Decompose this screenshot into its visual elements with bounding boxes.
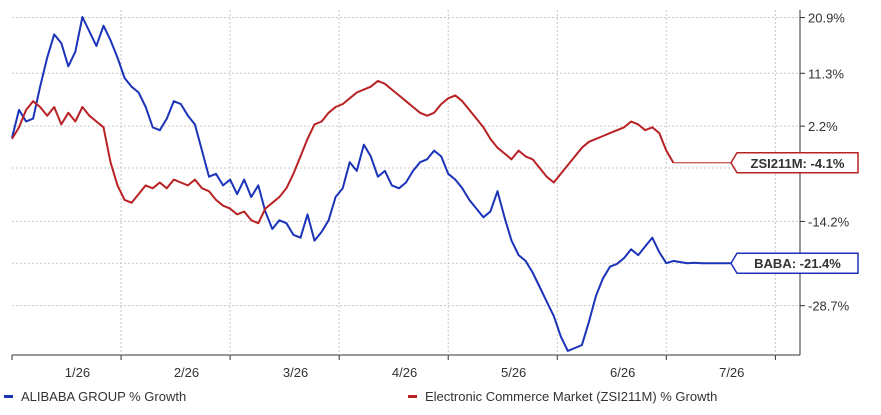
- y-tick-label: 20.9%: [808, 11, 845, 26]
- series-line-1: [11, 79, 675, 225]
- y-tick-label: 2.2%: [808, 119, 838, 134]
- x-tick-label: 6/26: [610, 365, 635, 380]
- x-tick-label: 5/26: [501, 365, 526, 380]
- end-label-box: [730, 252, 859, 274]
- end-labels: BABA: -21.4% ZSI211M: -4.1%: [673, 152, 859, 274]
- y-tick-label: 11.3%: [808, 66, 844, 81]
- legend-item-ecommerce: Electronic Commerce Market (ZSI211M) % G…: [408, 385, 717, 407]
- x-tick-label: 4/26: [392, 365, 417, 380]
- series-lines: [11, 16, 737, 352]
- end-label-box: [730, 152, 859, 174]
- x-tick-label: 3/26: [283, 365, 308, 380]
- grid: [11, 10, 805, 360]
- x-tick-labels: 1/26 2/26 3/26 4/26 5/26 6/26 7/26: [65, 365, 745, 380]
- legend-label-ecommerce: Electronic Commerce Market (ZSI211M) % G…: [425, 388, 718, 404]
- legend-swatch-alibaba: [4, 394, 13, 398]
- y-tick-label: -28.7%: [808, 299, 850, 314]
- legend-label-alibaba: ALIBABA GROUP % Growth: [21, 388, 187, 404]
- x-tick-label: 1/26: [65, 365, 90, 380]
- end-label-text: ZSI211M: -4.1%: [751, 156, 845, 171]
- x-tick-label: 7/26: [719, 365, 744, 380]
- y-tick-label: -14.2%: [808, 214, 850, 229]
- legend-item-alibaba: ALIBABA GROUP % Growth: [4, 385, 186, 407]
- series-line-0: [11, 16, 737, 352]
- x-tick-label: 2/26: [174, 365, 199, 380]
- legend-swatch-ecommerce: [408, 394, 417, 398]
- end-label-text: BABA: -21.4%: [754, 256, 841, 271]
